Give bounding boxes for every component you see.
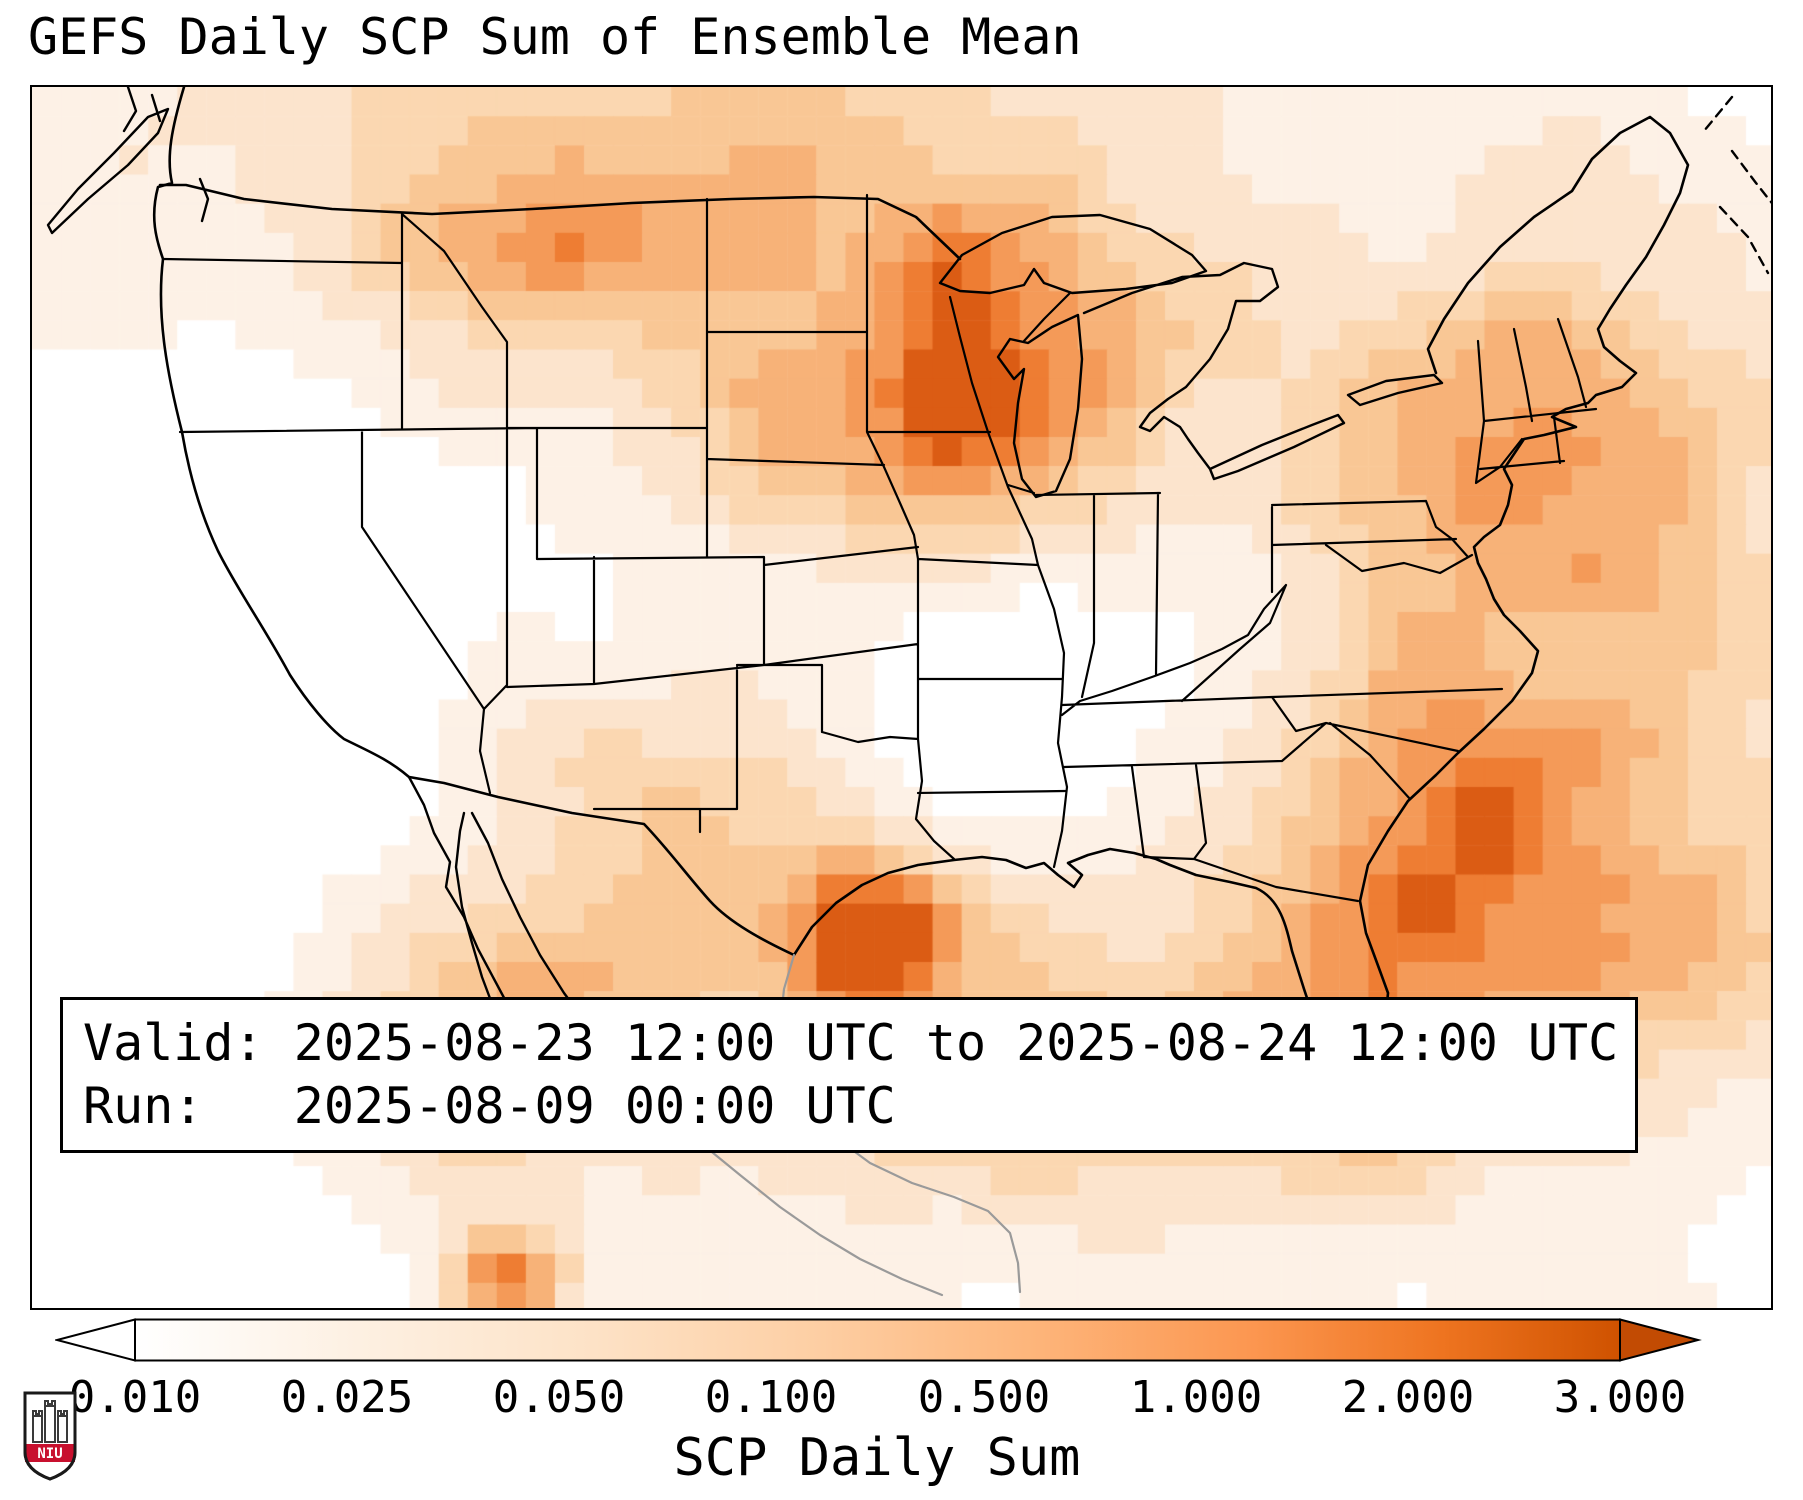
run-time-text: Run: 2025-08-09 00:00 UTC [83,1077,896,1135]
colorbar-label: SCP Daily Sum [673,1428,1081,1488]
great-lakes-path [938,213,1444,499]
colorbar-tick-1: 0.025 [280,1372,414,1423]
colorbar-tick-5: 1.000 [1129,1372,1263,1423]
page-title: GEFS Daily SCP Sum of Ensemble Mean [28,8,1082,66]
coastline-path [152,87,1690,1123]
colorbar-tick-3: 0.100 [704,1372,838,1423]
colorbar-tick-6: 2.000 [1341,1372,1475,1423]
colorbar-tick-4: 0.500 [917,1372,1051,1423]
castle-icon [32,1400,68,1443]
logo-red-band [25,1444,75,1462]
colorbar [55,1318,1702,1362]
valid-time-text: Valid: 2025-08-23 12:00 UTC to 2025-08-2… [83,1014,1619,1072]
colorbar-tick-0: 0.010 [68,1372,202,1423]
logo-text: NIU [37,1446,62,1462]
us-basemap-overlay [46,87,1771,1297]
state-borders-path [161,193,1598,903]
logo-shield-outline [23,1391,77,1481]
colorbar-under-arrow [55,1318,136,1362]
niu-logo: NIU [23,1391,77,1481]
colorbar-tick-7: 3.000 [1553,1372,1687,1423]
map-frame: Valid: 2025-08-23 12:00 UTC to 2025-08-2… [30,85,1773,1310]
info-box: Valid: 2025-08-23 12:00 UTC to 2025-08-2… [60,997,1638,1153]
colorbar-over-arrow [1619,1318,1702,1362]
pacific-northwest-coast-path [46,87,210,235]
colorbar-tick-2: 0.050 [492,1372,626,1423]
florida-keys-path [1304,95,1771,1149]
canada-border-path [158,183,962,261]
colorbar-gradient-bar [134,1318,1621,1362]
